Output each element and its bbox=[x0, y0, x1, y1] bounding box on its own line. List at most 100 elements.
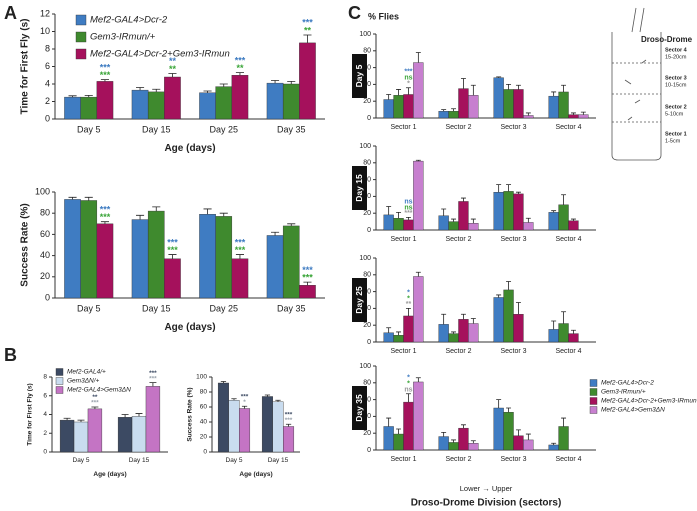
error-bar bbox=[271, 80, 280, 84]
error-bar bbox=[287, 223, 296, 226]
chart: 0 20 40 60 80 100 Sector 1 Sector 2 Sector 3 Sect… bbox=[352, 143, 596, 243]
error-bar bbox=[220, 381, 227, 383]
legend-swatch bbox=[55, 368, 64, 376]
y-tick-label: 60 bbox=[200, 404, 208, 411]
error-bar bbox=[525, 112, 531, 116]
bar bbox=[568, 333, 579, 343]
legend-label: Mef2-GAL4>Gem3ΔN bbox=[601, 407, 665, 414]
y-tick-label: 20 bbox=[40, 271, 50, 281]
error-bar bbox=[303, 281, 312, 286]
error-bar bbox=[405, 308, 411, 316]
error-bar bbox=[515, 302, 521, 315]
bar bbox=[468, 443, 479, 451]
y-tick-label: 80 bbox=[200, 389, 208, 396]
bar bbox=[558, 426, 569, 451]
significance-label: ns bbox=[404, 204, 412, 211]
y-tick-label: 40 bbox=[363, 81, 371, 88]
error-bar bbox=[451, 218, 457, 222]
error-bar bbox=[551, 320, 557, 330]
y-tick-label: 100 bbox=[359, 255, 371, 262]
bar bbox=[438, 324, 449, 343]
significance-label: *** bbox=[285, 417, 293, 424]
significance-label: *** bbox=[100, 204, 111, 214]
legend-label: Mef2-GAL4>Dcr-2 bbox=[90, 15, 168, 26]
legend-swatch bbox=[75, 31, 87, 43]
y-tick-label: 20 bbox=[363, 210, 371, 217]
bar bbox=[468, 95, 479, 119]
error-bar bbox=[551, 210, 557, 213]
error-bar bbox=[135, 413, 143, 417]
bar bbox=[96, 223, 114, 299]
error-bar bbox=[100, 221, 109, 224]
x-tick-label: Sector 4 bbox=[555, 348, 581, 355]
bar bbox=[164, 258, 181, 299]
y-axis-title: Time for First Fly (s) bbox=[20, 19, 31, 115]
legend-label: Mef2-GAL4/+ bbox=[67, 369, 106, 376]
error-bar bbox=[470, 318, 476, 324]
x-tick-label: Sector 2 bbox=[445, 456, 471, 463]
error-bar bbox=[149, 382, 157, 387]
day-label: Day 5 bbox=[354, 64, 364, 87]
y-tick-label: 0 bbox=[45, 113, 50, 123]
error-bar bbox=[386, 327, 392, 333]
bar bbox=[215, 216, 233, 299]
y-tick-label: 40 bbox=[363, 305, 371, 312]
error-bar bbox=[525, 433, 531, 440]
significance-label: ** bbox=[92, 394, 98, 401]
error-bar bbox=[441, 208, 447, 216]
error-bar bbox=[580, 111, 586, 115]
bar bbox=[231, 75, 249, 120]
bar bbox=[493, 77, 504, 119]
x-tick-label: Day 35 bbox=[277, 124, 306, 134]
bar bbox=[503, 191, 514, 231]
bar bbox=[558, 204, 569, 231]
significance-label: * bbox=[407, 289, 410, 296]
error-bar bbox=[496, 399, 502, 408]
error-bar bbox=[121, 414, 129, 418]
significance-label: * bbox=[407, 381, 410, 388]
significance-label: ns bbox=[404, 75, 412, 82]
error-bar bbox=[405, 393, 411, 403]
error-bar bbox=[396, 89, 402, 96]
error-bar bbox=[285, 423, 292, 427]
error-bar bbox=[415, 52, 421, 63]
error-bar bbox=[386, 417, 392, 427]
x-tick-label: Sector 1 bbox=[390, 456, 416, 463]
bar bbox=[383, 332, 394, 343]
error-bar bbox=[84, 94, 93, 98]
significance-label: ** bbox=[169, 56, 177, 66]
error-bar bbox=[470, 84, 476, 96]
significance-label: * bbox=[243, 399, 246, 406]
bar bbox=[448, 111, 459, 119]
x-tick-label: Sector 3 bbox=[500, 456, 526, 463]
bar bbox=[548, 95, 559, 119]
x-axis-title: Age (days) bbox=[93, 471, 126, 478]
bar bbox=[568, 220, 579, 231]
legend-swatch bbox=[589, 388, 598, 396]
error-bar bbox=[515, 84, 521, 90]
bar bbox=[147, 210, 165, 299]
day-label: Day 15 bbox=[354, 174, 364, 202]
bar bbox=[523, 439, 534, 451]
significance-label: *** bbox=[149, 375, 157, 382]
chart: 0 20 40 60 80 100 Sector 1 Sector 2 Sector 3 Sect… bbox=[352, 255, 596, 355]
bar bbox=[231, 258, 249, 299]
error-bar bbox=[91, 406, 99, 409]
error-bar bbox=[84, 196, 93, 201]
significance-label: * bbox=[407, 295, 410, 302]
error-bar bbox=[496, 184, 502, 193]
y-axis-title: Success Rate (%) bbox=[187, 387, 194, 441]
bar bbox=[493, 191, 504, 231]
bar bbox=[503, 89, 514, 119]
y-tick-label: 6 bbox=[45, 61, 50, 71]
x-tick-label: Day 5 bbox=[73, 457, 90, 464]
bar bbox=[131, 89, 149, 120]
bar bbox=[282, 83, 300, 120]
error-bar bbox=[168, 73, 177, 77]
error-bar bbox=[561, 194, 567, 205]
x-tick-label: Sector 4 bbox=[555, 124, 581, 131]
bar bbox=[548, 329, 559, 343]
error-bar bbox=[570, 329, 576, 334]
